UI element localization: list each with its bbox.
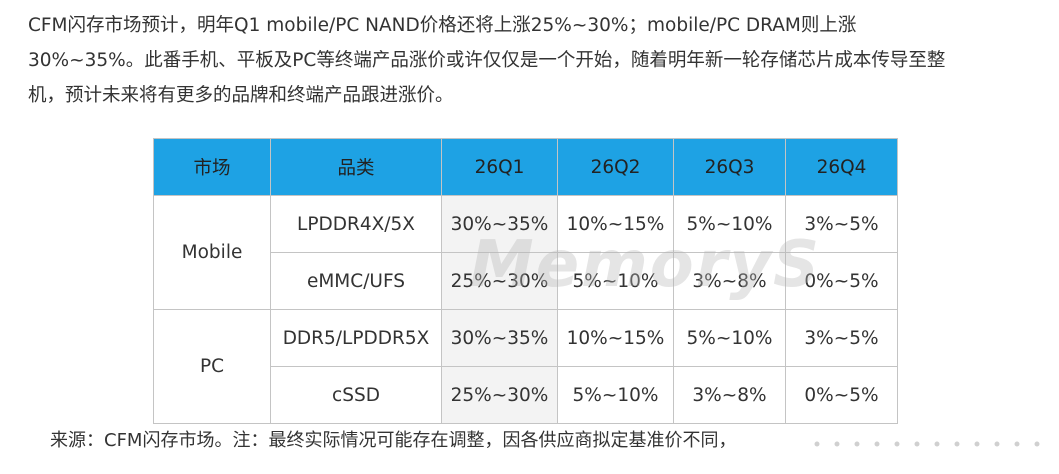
header-row: 市场 品类 26Q1 26Q2 26Q3 26Q4 — [153, 138, 898, 196]
price-cell: 5%~10% — [673, 195, 786, 253]
category-cell: LPDDR4X/5X — [270, 195, 442, 253]
price-cell: 25%~30% — [441, 366, 558, 424]
paragraph-line: 30%~35%。此番手机、平板及PC等终端产品涨价或许仅仅是一个开始，随着明年新… — [28, 50, 946, 71]
price-cell: 3%~5% — [785, 195, 898, 253]
price-cell: 30%~35% — [441, 195, 558, 253]
paragraph-line: CFM闪存市场预计，明年Q1 mobile/PC NAND价格还将上涨25%~3… — [28, 15, 857, 36]
price-cell: 5%~10% — [557, 252, 674, 310]
header-cell: 26Q3 — [673, 138, 786, 196]
header-cell: 26Q1 — [441, 138, 558, 196]
price-cell: 5%~10% — [557, 366, 674, 424]
table-body: Mobile LPDDR4X/5X 30%~35% 10%~15% 5%~10% 3%~5… — [153, 195, 898, 424]
price-cell: 3%~8% — [673, 252, 786, 310]
price-cell: 0%~5% — [785, 366, 898, 424]
price-cell: 5%~10% — [673, 309, 786, 367]
table-row: eMMC/UFS 25%~30% 5%~10% 3%~8% 0%~5% — [154, 252, 898, 310]
paragraph-line: 机，预计未来将有更多的品牌和终端产品跟进涨价。 — [28, 85, 454, 106]
price-table: 市场 品类 26Q1 26Q2 26Q3 26Q4 Mobile LPDDR4X/5X 30%… — [153, 138, 898, 424]
market-cell: PC — [153, 309, 271, 424]
price-cell: 0%~5% — [785, 252, 898, 310]
paragraph: CFM闪存市场预计，明年Q1 mobile/PC NAND价格还将上涨25%~3… — [28, 10, 1048, 115]
price-cell: 10%~15% — [557, 195, 674, 253]
footer-note: 来源：CFM闪存市场。注：最终实际情况可能存在调整，因各供应商拟定基准价不同， — [50, 430, 737, 451]
more-indicator[interactable] — [812, 438, 1042, 450]
header-cell: 市场 — [153, 138, 271, 196]
price-cell: 25%~30% — [441, 252, 558, 310]
market-cell: Mobile — [153, 195, 271, 310]
price-cell: 30%~35% — [441, 309, 558, 367]
category-cell: DDR5/LPDDR5X — [270, 309, 442, 367]
price-cell: 10%~15% — [557, 309, 674, 367]
price-cell: 3%~8% — [673, 366, 786, 424]
category-cell: cSSD — [270, 366, 442, 424]
table-row: cSSD 25%~30% 5%~10% 3%~8% 0%~5% — [154, 366, 898, 424]
header-cell: 26Q4 — [785, 138, 898, 196]
table-row: Mobile LPDDR4X/5X 30%~35% 10%~15% 5%~10% 3%~5… — [153, 195, 898, 310]
table-row: PC DDR5/LPDDR5X 30%~35% 10%~15% 5%~10% 3%~5% — [153, 309, 898, 424]
price-cell: 3%~5% — [785, 309, 898, 367]
header-cell: 品类 — [270, 138, 442, 196]
category-cell: eMMC/UFS — [270, 252, 442, 310]
header-cell: 26Q2 — [557, 138, 674, 196]
